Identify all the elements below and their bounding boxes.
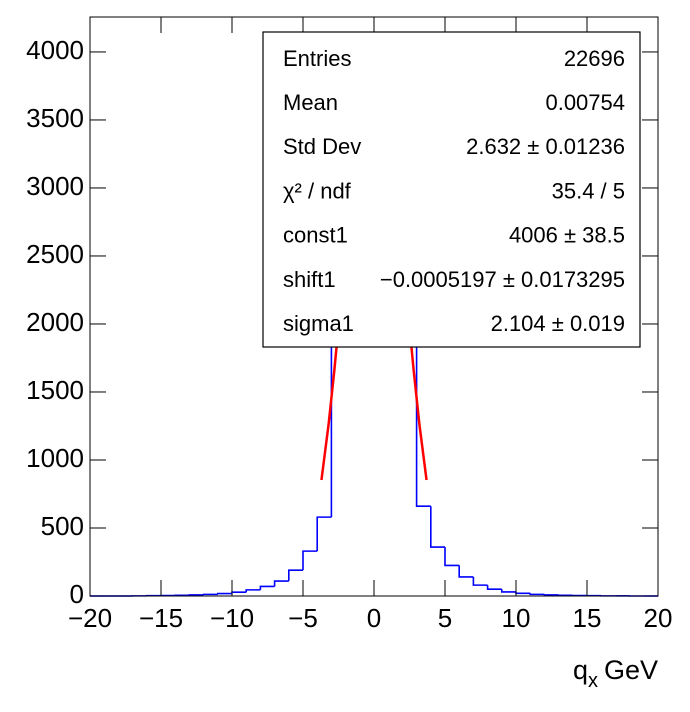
x-tick-label: −20: [68, 603, 112, 633]
y-tick-label: 1500: [26, 375, 84, 405]
x-tick-label: −5: [288, 603, 318, 633]
x-tick-label: 0: [367, 603, 381, 633]
x-tick-label: −10: [210, 603, 254, 633]
y-tick-label: 2000: [26, 307, 84, 337]
histogram-bin: [529, 593, 545, 596]
y-tick-label: 0: [70, 579, 84, 609]
x-axis-title: qx GeV: [573, 655, 658, 692]
stats-box: Entries 22696 Mean 0.00754 Std Dev 2.632 ± 0.…: [262, 31, 641, 348]
histogram-bin: [273, 580, 289, 587]
y-tick-label: 4000: [26, 35, 84, 65]
y-tick-label: 500: [41, 511, 84, 541]
histogram-bin: [245, 589, 261, 593]
stats-box-frame: [262, 31, 641, 348]
stats-value: 22696: [564, 46, 625, 71]
stats-value: −0.0005197 ± 0.0173295: [380, 267, 625, 292]
histogram-bin: [543, 594, 559, 596]
histogram-bin: [486, 585, 502, 590]
y-tick-label: 1000: [26, 443, 84, 473]
histogram-bin: [458, 565, 474, 578]
y-tick-label: 2500: [26, 239, 84, 269]
stats-label: sigma1: [283, 311, 354, 336]
stats-label: χ² / ndf: [283, 178, 352, 203]
stats-value: 4006 ± 38.5: [509, 223, 625, 248]
stats-value: 2.632 ± 0.01236: [466, 134, 625, 159]
histogram-bin: [316, 516, 332, 552]
x-tick-label: 20: [644, 603, 673, 633]
histogram-bin: [259, 585, 275, 590]
histogram-bin: [217, 592, 232, 595]
stats-label: Std Dev: [283, 134, 361, 159]
x-tick-label: −15: [139, 603, 183, 633]
stats-value: 0.00754: [545, 90, 625, 115]
x-axis-title-sub: x: [588, 670, 598, 692]
x-axis-title-unit: GeV: [604, 655, 658, 685]
stats-label: Entries: [283, 46, 351, 71]
x-axis-title-main: q: [573, 655, 588, 685]
histogram-bin: [444, 547, 460, 567]
histogram-bin: [501, 589, 516, 593]
histogram-bin: [472, 576, 488, 586]
stats-label: const1: [283, 223, 348, 248]
stats-label: Mean: [283, 90, 338, 115]
stats-label: shift1: [283, 267, 336, 292]
histogram-bin: [202, 593, 218, 596]
histogram-bin: [430, 506, 445, 548]
x-tick-label: 10: [502, 603, 531, 633]
x-tick-label: 15: [573, 603, 602, 633]
stats-value: 2.104 ± 0.019: [491, 311, 625, 336]
histogram-bin: [302, 550, 318, 571]
x-tick-label: 5: [438, 603, 452, 633]
y-tick-label: 3000: [26, 171, 84, 201]
y-tick-label: 3500: [26, 103, 84, 133]
stats-value: 35.4 / 5: [552, 178, 625, 203]
histogram-bin: [288, 569, 303, 582]
